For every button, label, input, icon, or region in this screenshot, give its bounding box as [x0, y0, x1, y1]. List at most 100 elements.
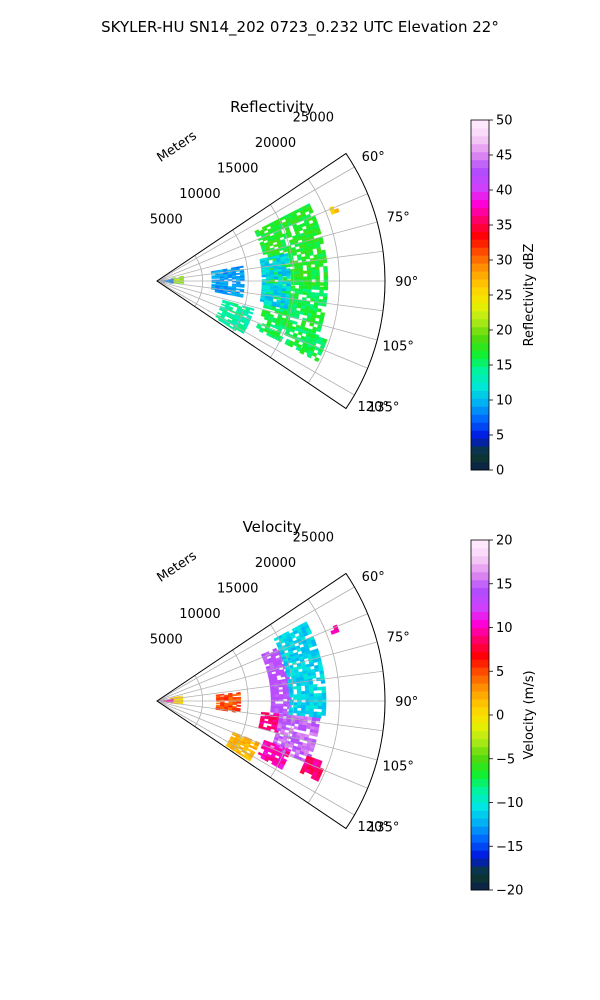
azimuth-spoke — [156, 280, 355, 396]
colorbar-swatch — [471, 555, 489, 565]
colorbar-swatch — [471, 350, 489, 360]
echo-cell — [270, 694, 276, 698]
echo-cell — [211, 277, 216, 279]
colorbar-swatch — [471, 358, 489, 367]
colorbar-tick-label: 0 — [496, 464, 504, 479]
echo-cell — [252, 746, 258, 751]
echo-cell — [168, 699, 174, 701]
echo-cell — [303, 276, 308, 280]
azimuth-spoke — [156, 280, 368, 369]
echo-cell — [273, 285, 279, 289]
echo-cell — [314, 667, 320, 673]
colorbar-swatch — [471, 563, 489, 573]
echo-cell — [239, 265, 244, 269]
echo-cell — [317, 350, 323, 356]
echo-cell — [309, 711, 314, 715]
echo-cell — [273, 283, 279, 287]
echo-cell — [280, 300, 286, 304]
colorbar-swatch — [471, 263, 489, 272]
echo-cell — [278, 705, 284, 709]
echo-cell — [282, 691, 288, 695]
colorbar-swatch — [471, 207, 489, 216]
azimuth-tick-label: 75° — [387, 210, 410, 225]
colorbar-swatch — [471, 866, 489, 875]
colorbar-swatch — [471, 754, 489, 764]
echo-cell — [318, 240, 324, 245]
echo-cell — [270, 703, 276, 707]
echo-cell — [297, 696, 302, 700]
colorbar-swatch — [471, 446, 489, 455]
echo-cell — [315, 717, 321, 722]
colorbar-swatch — [471, 603, 489, 612]
echo-cell — [288, 686, 293, 690]
echo-cell — [321, 686, 326, 691]
echo-cell — [274, 694, 280, 698]
echo-cell — [309, 687, 314, 692]
echo-cell — [304, 710, 310, 715]
azimuth-spoke — [156, 700, 378, 761]
echo-cell — [296, 688, 302, 692]
echo-cell — [306, 288, 312, 293]
echo-cell — [261, 272, 266, 276]
echo-cell — [265, 289, 270, 293]
colorbar-swatch — [471, 462, 489, 471]
sector-frame — [156, 152, 386, 410]
echo-cell — [299, 282, 304, 286]
echo-cell — [232, 277, 237, 280]
colorbar-swatch — [471, 547, 489, 557]
colorbar-tick-label: −15 — [496, 840, 523, 855]
echo-cell — [305, 690, 310, 695]
echo-cell — [311, 674, 317, 679]
echo-cell — [270, 696, 276, 700]
echo-cell — [282, 273, 287, 277]
echo-cell — [314, 295, 320, 300]
colorbar-tick-label: 10 — [496, 621, 513, 636]
echo-region — [299, 755, 325, 782]
echo-cell — [301, 707, 306, 712]
echo-cell — [300, 682, 305, 687]
echo-cell — [283, 696, 288, 700]
echo-cell — [323, 282, 329, 286]
echo-cell — [323, 265, 328, 270]
colorbar-swatch — [471, 874, 489, 883]
colorbar-swatch — [471, 302, 489, 312]
sector-frame — [156, 572, 386, 830]
azimuth-tick-label: 105° — [383, 760, 414, 775]
colorbar-swatch — [471, 247, 489, 256]
echo-cell — [224, 698, 229, 701]
echo-cell — [308, 681, 314, 686]
colorbar-label: Reflectivity dBZ — [522, 244, 537, 347]
colorbar-tick-label: 15 — [496, 359, 513, 374]
echo-cell — [317, 705, 323, 710]
colorbar-swatch — [471, 279, 489, 288]
echo-cell — [313, 687, 318, 691]
echo-cell — [270, 701, 276, 704]
colorbar-swatch — [471, 540, 489, 549]
colorbar-tick-label: 20 — [496, 324, 513, 339]
colorbar-swatch — [471, 255, 489, 264]
colorbar-swatch — [471, 619, 489, 628]
echo-cell — [277, 285, 283, 289]
azimuth-spoke — [156, 700, 368, 789]
echo-cell — [239, 329, 245, 334]
echo-cell — [315, 272, 320, 277]
echo-cell — [223, 277, 229, 280]
echo-cell — [323, 293, 328, 297]
azimuth-tick-label: 75° — [387, 630, 410, 645]
echo-cell — [288, 707, 294, 711]
echo-cell — [288, 689, 294, 693]
azimuth-tick-label: 120° — [358, 820, 389, 835]
echo-cell — [317, 693, 323, 697]
figure-title: SKYLER-HU SN14_202 0723_0.232 UTC Elevat… — [101, 18, 499, 37]
echo-cell — [286, 273, 291, 277]
colorbar-swatch — [471, 770, 489, 780]
echo-cell — [299, 311, 305, 316]
colorbar-swatch — [471, 239, 489, 248]
echo-cell — [278, 696, 284, 700]
colorbar-swatch — [471, 595, 489, 605]
azimuth-spoke — [156, 193, 368, 282]
echo-cell — [282, 285, 287, 289]
echo-cell — [318, 292, 324, 297]
echo-cell — [321, 689, 327, 694]
